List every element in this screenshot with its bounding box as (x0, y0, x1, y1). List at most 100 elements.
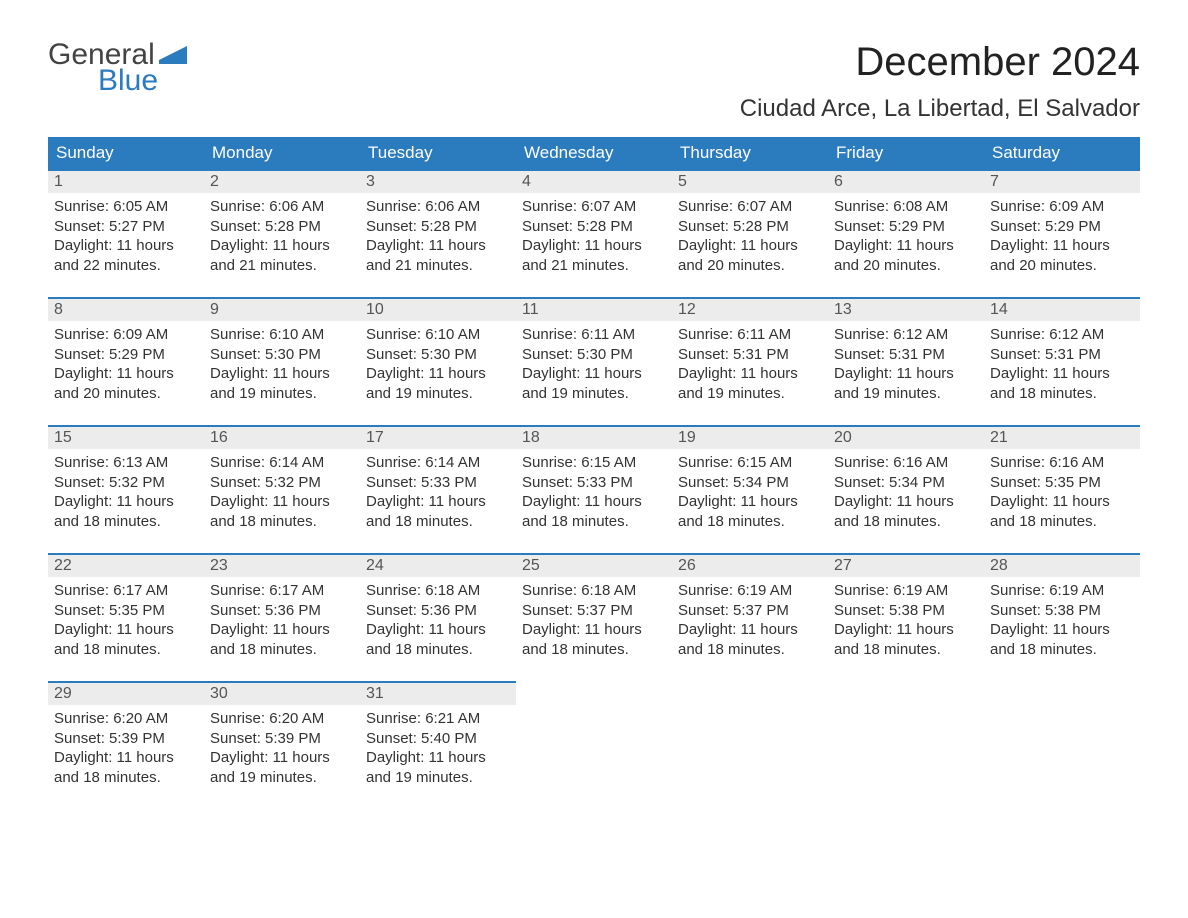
sunrise-line: Sunrise: 6:12 AM (834, 325, 978, 345)
day-number: 19 (672, 425, 828, 449)
weekday-header: Monday (204, 137, 360, 169)
daylight-line: Daylight: 11 hours and 18 minutes. (54, 492, 198, 531)
calendar-day-cell: 13Sunrise: 6:12 AMSunset: 5:31 PMDayligh… (828, 297, 984, 425)
sunrise-line: Sunrise: 6:10 AM (366, 325, 510, 345)
header: General Blue December 2024 Ciudad Arce, … (48, 40, 1140, 123)
day-number: 9 (204, 297, 360, 321)
sunrise-line: Sunrise: 6:06 AM (366, 197, 510, 217)
day-body: Sunrise: 6:06 AMSunset: 5:28 PMDaylight:… (204, 193, 360, 287)
day-body: Sunrise: 6:21 AMSunset: 5:40 PMDaylight:… (360, 705, 516, 799)
day-number: 1 (48, 169, 204, 193)
sunset-line: Sunset: 5:36 PM (366, 601, 510, 621)
daylight-line: Daylight: 11 hours and 20 minutes. (834, 236, 978, 275)
weekday-header: Thursday (672, 137, 828, 169)
day-number: 11 (516, 297, 672, 321)
weekday-header: Wednesday (516, 137, 672, 169)
sunrise-line: Sunrise: 6:19 AM (990, 581, 1134, 601)
sunset-line: Sunset: 5:30 PM (210, 345, 354, 365)
day-body: Sunrise: 6:11 AMSunset: 5:31 PMDaylight:… (672, 321, 828, 415)
sunset-line: Sunset: 5:36 PM (210, 601, 354, 621)
calendar-day-cell: 3Sunrise: 6:06 AMSunset: 5:28 PMDaylight… (360, 169, 516, 297)
sunrise-line: Sunrise: 6:18 AM (366, 581, 510, 601)
sunset-line: Sunset: 5:35 PM (54, 601, 198, 621)
sunrise-line: Sunrise: 6:11 AM (678, 325, 822, 345)
sunset-line: Sunset: 5:31 PM (990, 345, 1134, 365)
sunset-line: Sunset: 5:28 PM (678, 217, 822, 237)
day-body: Sunrise: 6:11 AMSunset: 5:30 PMDaylight:… (516, 321, 672, 415)
day-number: 3 (360, 169, 516, 193)
sunrise-line: Sunrise: 6:19 AM (678, 581, 822, 601)
sunrise-line: Sunrise: 6:20 AM (54, 709, 198, 729)
logo-text-bottom: Blue (98, 66, 187, 96)
day-body: Sunrise: 6:06 AMSunset: 5:28 PMDaylight:… (360, 193, 516, 287)
sunrise-line: Sunrise: 6:20 AM (210, 709, 354, 729)
day-body: Sunrise: 6:19 AMSunset: 5:38 PMDaylight:… (984, 577, 1140, 671)
daylight-line: Daylight: 11 hours and 18 minutes. (678, 492, 822, 531)
calendar-day-cell (516, 681, 672, 809)
daylight-line: Daylight: 11 hours and 18 minutes. (210, 620, 354, 659)
day-body: Sunrise: 6:09 AMSunset: 5:29 PMDaylight:… (984, 193, 1140, 287)
calendar-day-cell: 21Sunrise: 6:16 AMSunset: 5:35 PMDayligh… (984, 425, 1140, 553)
daylight-line: Daylight: 11 hours and 18 minutes. (54, 748, 198, 787)
calendar-day-cell: 19Sunrise: 6:15 AMSunset: 5:34 PMDayligh… (672, 425, 828, 553)
sunrise-line: Sunrise: 6:07 AM (522, 197, 666, 217)
day-body: Sunrise: 6:20 AMSunset: 5:39 PMDaylight:… (48, 705, 204, 799)
day-body: Sunrise: 6:10 AMSunset: 5:30 PMDaylight:… (360, 321, 516, 415)
sunset-line: Sunset: 5:37 PM (522, 601, 666, 621)
day-body: Sunrise: 6:19 AMSunset: 5:38 PMDaylight:… (828, 577, 984, 671)
day-number: 7 (984, 169, 1140, 193)
daylight-line: Daylight: 11 hours and 18 minutes. (990, 364, 1134, 403)
day-body: Sunrise: 6:13 AMSunset: 5:32 PMDaylight:… (48, 449, 204, 543)
calendar-day-cell: 11Sunrise: 6:11 AMSunset: 5:30 PMDayligh… (516, 297, 672, 425)
daylight-line: Daylight: 11 hours and 19 minutes. (210, 748, 354, 787)
sunset-line: Sunset: 5:29 PM (834, 217, 978, 237)
sunset-line: Sunset: 5:29 PM (990, 217, 1134, 237)
day-number: 22 (48, 553, 204, 577)
sunrise-line: Sunrise: 6:05 AM (54, 197, 198, 217)
calendar-day-cell: 8Sunrise: 6:09 AMSunset: 5:29 PMDaylight… (48, 297, 204, 425)
daylight-line: Daylight: 11 hours and 18 minutes. (834, 620, 978, 659)
day-number: 2 (204, 169, 360, 193)
sunrise-line: Sunrise: 6:19 AM (834, 581, 978, 601)
calendar-day-cell: 7Sunrise: 6:09 AMSunset: 5:29 PMDaylight… (984, 169, 1140, 297)
daylight-line: Daylight: 11 hours and 21 minutes. (210, 236, 354, 275)
day-number: 25 (516, 553, 672, 577)
sunrise-line: Sunrise: 6:17 AM (54, 581, 198, 601)
day-number: 31 (360, 681, 516, 705)
calendar-day-cell: 25Sunrise: 6:18 AMSunset: 5:37 PMDayligh… (516, 553, 672, 681)
day-body: Sunrise: 6:15 AMSunset: 5:34 PMDaylight:… (672, 449, 828, 543)
calendar-day-cell: 18Sunrise: 6:15 AMSunset: 5:33 PMDayligh… (516, 425, 672, 553)
day-body: Sunrise: 6:19 AMSunset: 5:37 PMDaylight:… (672, 577, 828, 671)
daylight-line: Daylight: 11 hours and 18 minutes. (522, 492, 666, 531)
sunset-line: Sunset: 5:35 PM (990, 473, 1134, 493)
day-body: Sunrise: 6:05 AMSunset: 5:27 PMDaylight:… (48, 193, 204, 287)
weekday-header: Tuesday (360, 137, 516, 169)
sunset-line: Sunset: 5:28 PM (366, 217, 510, 237)
day-body: Sunrise: 6:07 AMSunset: 5:28 PMDaylight:… (516, 193, 672, 287)
day-number: 10 (360, 297, 516, 321)
calendar-day-cell: 20Sunrise: 6:16 AMSunset: 5:34 PMDayligh… (828, 425, 984, 553)
sunset-line: Sunset: 5:28 PM (522, 217, 666, 237)
day-number: 18 (516, 425, 672, 449)
calendar-day-cell: 2Sunrise: 6:06 AMSunset: 5:28 PMDaylight… (204, 169, 360, 297)
calendar-week-row: 8Sunrise: 6:09 AMSunset: 5:29 PMDaylight… (48, 297, 1140, 425)
day-number: 4 (516, 169, 672, 193)
sunset-line: Sunset: 5:27 PM (54, 217, 198, 237)
day-body: Sunrise: 6:15 AMSunset: 5:33 PMDaylight:… (516, 449, 672, 543)
daylight-line: Daylight: 11 hours and 18 minutes. (990, 492, 1134, 531)
sunrise-line: Sunrise: 6:15 AM (522, 453, 666, 473)
sunrise-line: Sunrise: 6:09 AM (990, 197, 1134, 217)
day-number: 15 (48, 425, 204, 449)
weekday-header: Saturday (984, 137, 1140, 169)
day-number: 14 (984, 297, 1140, 321)
day-body: Sunrise: 6:17 AMSunset: 5:36 PMDaylight:… (204, 577, 360, 671)
sunset-line: Sunset: 5:30 PM (366, 345, 510, 365)
sunrise-line: Sunrise: 6:14 AM (366, 453, 510, 473)
day-number: 26 (672, 553, 828, 577)
calendar-day-cell: 23Sunrise: 6:17 AMSunset: 5:36 PMDayligh… (204, 553, 360, 681)
logo: General Blue (48, 40, 187, 96)
sunset-line: Sunset: 5:38 PM (990, 601, 1134, 621)
sunrise-line: Sunrise: 6:15 AM (678, 453, 822, 473)
daylight-line: Daylight: 11 hours and 19 minutes. (678, 364, 822, 403)
calendar-day-cell: 14Sunrise: 6:12 AMSunset: 5:31 PMDayligh… (984, 297, 1140, 425)
